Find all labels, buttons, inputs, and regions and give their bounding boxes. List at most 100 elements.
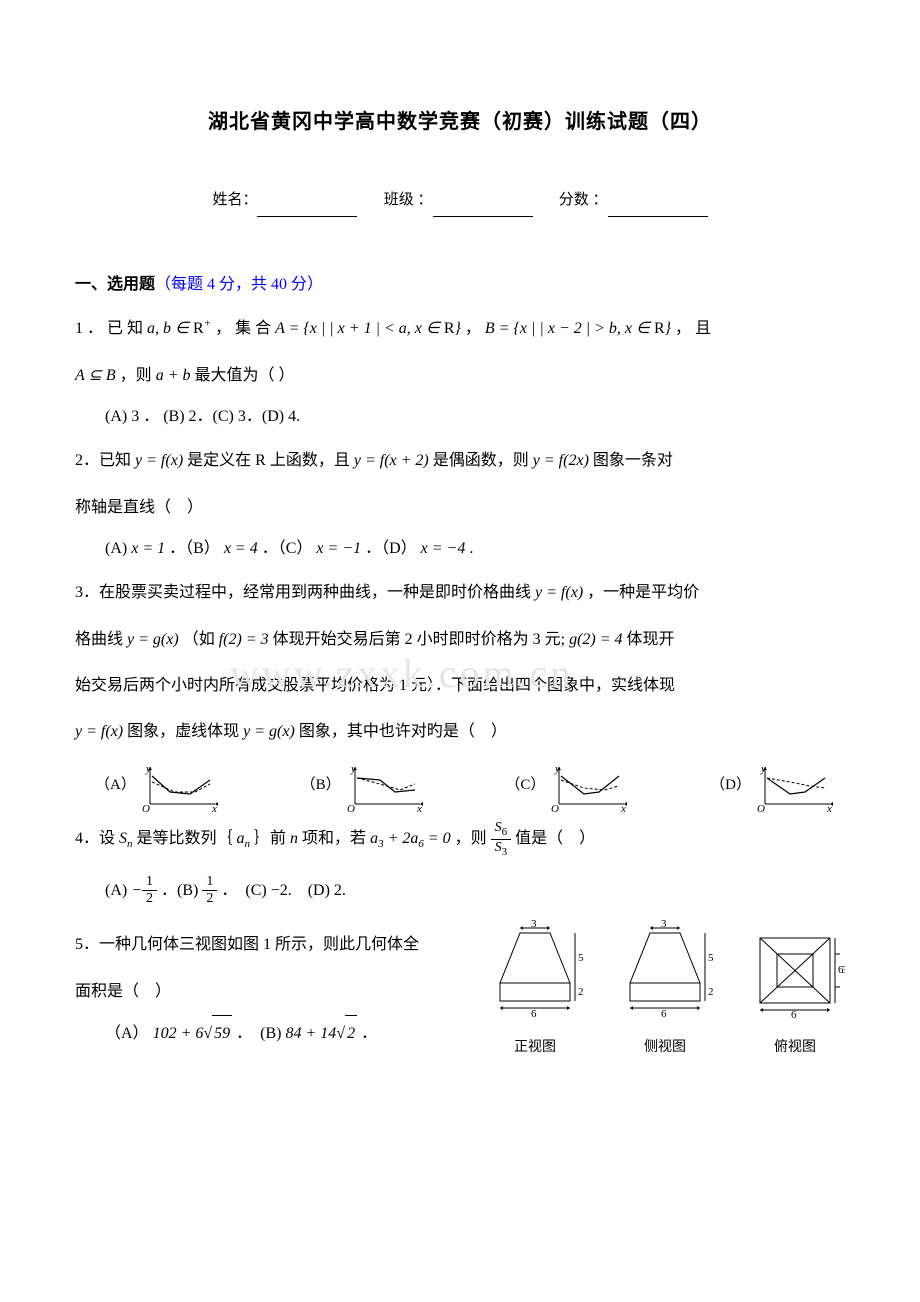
svg-text:O: O — [551, 803, 559, 812]
q2-choices: (A) x = 1 ．（B） x = 4 ．（C） x = −1 ．（D） x … — [75, 531, 845, 566]
q1-l2b: ，则 — [120, 367, 156, 384]
q5-figures: 3 5 2 6 正视图 3 — [485, 918, 845, 1064]
svg-text:3: 3 — [842, 964, 845, 976]
side-view-label: 侧视图 — [615, 1033, 715, 1064]
q2-cd: ．（D） — [365, 540, 421, 557]
q1-l2d: 最大值为（ ） — [194, 367, 294, 384]
q3-l2d: 体现开 — [627, 631, 675, 648]
q2-t1: 是定义在 R 上函数，且 — [187, 452, 354, 469]
question-3-l2: 格曲线 y = g(x) （如 f(2) = 3 体现开始交易后第 2 小时即时… — [75, 621, 845, 659]
q2-end: . — [469, 540, 473, 557]
q4-l1e: ，则 — [455, 830, 491, 847]
q1-mid1: ， 集 合 — [215, 320, 275, 337]
chart-d-svg: y x O — [755, 762, 835, 812]
q4-n: n — [290, 830, 298, 847]
question-2-line2: 称轴是直线（ ） — [75, 489, 845, 527]
svg-text:O: O — [757, 803, 765, 812]
svg-text:6: 6 — [531, 1008, 537, 1018]
q4-an: an — [237, 830, 251, 847]
q3-l4m2: y = g(x) — [243, 723, 295, 740]
svg-text:6: 6 — [661, 1008, 667, 1018]
q2-cc: ．（C） — [262, 540, 317, 557]
svg-text:6: 6 — [791, 1009, 797, 1018]
svg-text:2: 2 — [578, 986, 584, 998]
q3-l1b: ，一种是平均价 — [587, 584, 699, 601]
q4-cc: ． (C) −2. (D) 2. — [221, 882, 346, 899]
q4-ca-frac: 12 — [142, 874, 157, 909]
svg-text:5: 5 — [578, 952, 584, 964]
q1-mid2: ， — [465, 320, 485, 337]
q3-l4b: 图象，虚线体现 — [127, 723, 243, 740]
q3-l2m3: g(2) = 4 — [569, 631, 622, 648]
q4-ca: (A) — [105, 882, 131, 899]
q4-l1c: ｝前 — [254, 830, 290, 847]
q2-cb-m: x = 4 — [224, 540, 258, 557]
header-line: 姓名： 班级 ： 分数 ： — [75, 184, 845, 217]
q4-choices: (A) −12 ．(B) 12 ． (C) −2. (D) 2. — [75, 873, 845, 909]
q1-set-a: A = {x | | x + 1 | < a, x ∈ R} — [275, 320, 461, 337]
q5-ca-m: 102 + 6√59 — [153, 1025, 233, 1042]
q4-l1d: 项和，若 — [302, 830, 370, 847]
question-2: 2．已知 y = f(x) 是定义在 R 上函数，且 y = f(x + 2) … — [75, 442, 845, 480]
front-view-svg: 3 5 2 6 — [485, 918, 585, 1018]
q3-label-a: （A） — [95, 769, 136, 812]
top-view-svg: 6 3 6 — [745, 918, 845, 1018]
q1-set-b: B = {x | | x − 2 | > b, x ∈ R} — [485, 320, 671, 337]
q5-ca: （A） — [105, 1025, 149, 1042]
question-4: 4．设 Sn 是等比数列｛ an ｝前 n 项和，若 a3 + 2a6 = 0 … — [75, 820, 845, 859]
q1-choices: (A) 3 ． (B) 2．(C) 3．(D) 4. — [75, 399, 845, 434]
q1-aplusb: a + b — [156, 367, 191, 384]
section-1-note: （每题 4 分，共 40 分） — [155, 276, 323, 293]
q2-ca: (A) — [105, 540, 131, 557]
q3-chart-row: （A） y x O （B） y x O （C） — [75, 762, 845, 812]
svg-text:3: 3 — [661, 918, 667, 930]
svg-text:O: O — [142, 803, 150, 812]
q4-cb: ．(B) — [161, 882, 202, 899]
q3-label-b: （B） — [301, 769, 341, 812]
q2-ca-m: x = 1 — [131, 540, 165, 557]
top-view-label: 俯视图 — [745, 1033, 845, 1064]
q5-cb-m: 84 + 14√2 — [285, 1025, 357, 1042]
q5-choices: （A） 102 + 6√59 ． (B) 84 + 14√2 ． — [75, 1015, 455, 1051]
q5-l2: 面积是（ ） — [75, 973, 455, 1011]
score-label: 分数 ： — [559, 192, 608, 208]
q1-subset: A ⊆ B — [75, 367, 116, 384]
svg-text:O: O — [347, 803, 355, 812]
q4-l1f: 值是（ ） — [515, 830, 595, 847]
chart-c-svg: y x O — [549, 762, 629, 812]
q3-chart-a: （A） y x O — [95, 762, 220, 812]
svg-text:2: 2 — [708, 986, 714, 998]
q2-t2: 是偶函数，则 — [433, 452, 533, 469]
q2-m1: y = f(x) — [135, 452, 183, 469]
question-5-row: 5．一种几何体三视图如图 1 所示，则此几何体全 面积是（ ） （A） 102 … — [75, 918, 845, 1064]
q1-mid3: ， 且 — [675, 320, 711, 337]
q3-l4m1: y = f(x) — [75, 723, 123, 740]
page-title: 湖北省黄冈中学高中数学竞赛（初赛）训练试题（四） — [75, 100, 845, 144]
class-blank — [433, 201, 533, 217]
q3-l2m1: y = g(x) — [127, 631, 179, 648]
q3-l2b: （如 — [183, 631, 219, 648]
q5-cb: ． (B) — [236, 1025, 285, 1042]
q1-math-ab: a, b ∈ R+ — [147, 320, 211, 337]
question-3-l3: 始交易后两个小时内所有成交股票平均价格为 1 元）．下面给出四个图象中，实线体现 — [75, 667, 845, 705]
q3-chart-d: （D） y x O — [710, 762, 835, 812]
q2-cd-m: x = −4 — [421, 540, 466, 557]
q3-label-c: （C） — [505, 769, 545, 812]
front-view: 3 5 2 6 正视图 — [485, 918, 585, 1064]
question-3-l4: y = f(x) 图象，虚线体现 y = g(x) 图象，其中也许对旳是（ ） — [75, 713, 845, 751]
class-label: 班级 ： — [384, 192, 433, 208]
q5-cend: ． — [361, 1025, 377, 1042]
q2-prefix: 2．已知 — [75, 452, 135, 469]
q4-cb-frac: 12 — [202, 874, 217, 909]
q3-l2c: 体现开始交易后第 2 小时即时价格为 3 元; — [273, 631, 569, 648]
q4-eq: a3 + 2a6 = 0 — [370, 830, 451, 847]
question-1-line2: A ⊆ B ，则 a + b 最大值为（ ） — [75, 357, 845, 395]
q2-m2: y = f(x + 2) — [354, 452, 429, 469]
svg-text:3: 3 — [531, 918, 537, 930]
q4-fraction: S6 S3 — [491, 820, 512, 859]
q4-sn: Sn — [119, 830, 133, 847]
q1-prefix: 1 ． 已 知 — [75, 320, 147, 337]
q2-m3: y = f(2x) — [533, 452, 589, 469]
q3-l4c: 图象，其中也许对旳是（ ） — [299, 723, 507, 740]
q3-l1m: y = f(x) — [535, 584, 583, 601]
